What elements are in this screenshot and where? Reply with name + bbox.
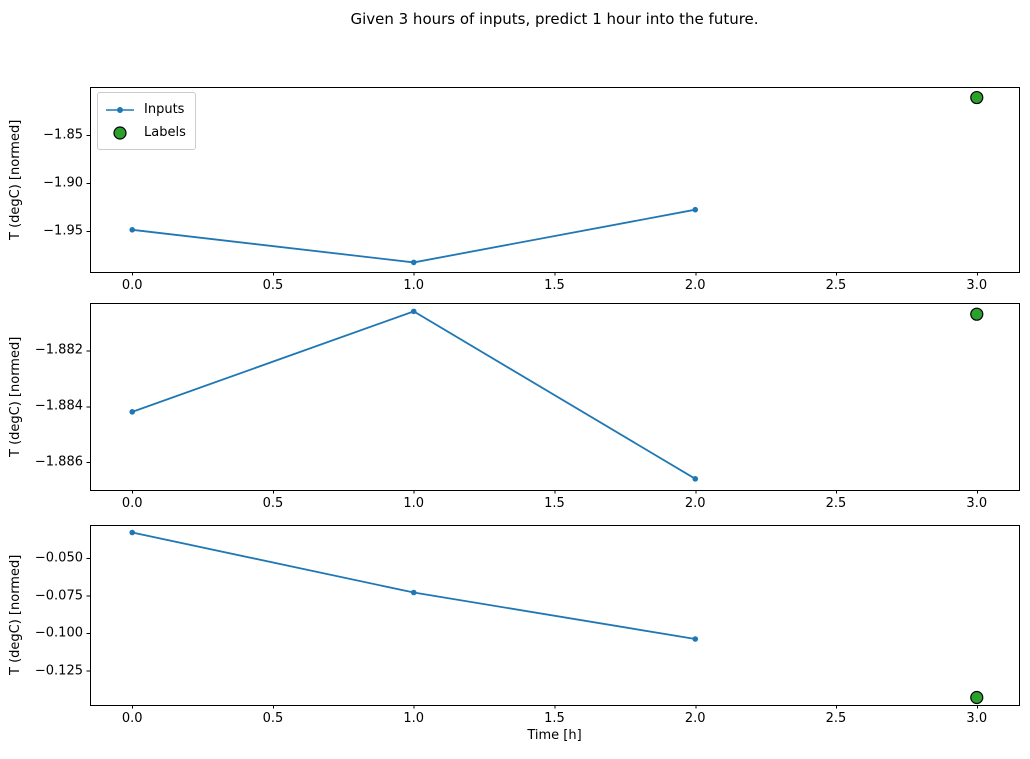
legend-entry-labels: Labels bbox=[105, 121, 186, 144]
x-tick-label: 2.5 bbox=[825, 496, 847, 511]
x-tick-label: 0.0 bbox=[121, 711, 143, 726]
x-tick-label: 2.5 bbox=[825, 711, 847, 726]
x-tick-label: 1.0 bbox=[403, 711, 425, 726]
x-tick-label: 1.5 bbox=[544, 496, 565, 511]
x-tick-label: 2.0 bbox=[684, 278, 706, 293]
x-tick-label: 0.0 bbox=[121, 278, 143, 293]
inputs-point bbox=[410, 308, 417, 315]
y-tick-label: −0.050 bbox=[34, 550, 83, 566]
inputs-point bbox=[129, 409, 136, 415]
label-point-subplot-2 bbox=[970, 307, 984, 321]
inputs-point bbox=[410, 589, 417, 596]
x-tick-label: 0.5 bbox=[262, 278, 284, 293]
legend-label-labels: Labels bbox=[144, 125, 186, 140]
y-tick-label: −1.85 bbox=[43, 127, 83, 143]
y-tick-label: −1.884 bbox=[34, 398, 83, 414]
x-tick-label: 2.5 bbox=[825, 278, 847, 293]
y-tick-label: −1.882 bbox=[34, 342, 83, 358]
figure-title: Given 3 hours of inputs, predict 1 hour … bbox=[350, 10, 759, 28]
inputs-point bbox=[692, 476, 699, 482]
x-tick-label: 2.0 bbox=[684, 711, 706, 726]
inputs-line-subplot-2 bbox=[131, 310, 696, 480]
x-tick-label: 3.0 bbox=[966, 711, 988, 726]
y-axis-label-subplot-2: T (degC) [normed] bbox=[8, 336, 23, 457]
x-tick-label: 1.5 bbox=[544, 711, 565, 726]
inputs-line-subplot-3 bbox=[132, 531, 696, 640]
y-tick-label: −1.886 bbox=[34, 454, 83, 470]
x-tick-label: 0.5 bbox=[262, 496, 284, 511]
inputs-point bbox=[410, 259, 417, 266]
y-tick-label: −0.075 bbox=[34, 588, 83, 603]
inputs-point bbox=[692, 206, 699, 213]
label-point-subplot-3 bbox=[970, 690, 984, 705]
y-tick-label: −0.100 bbox=[34, 625, 83, 641]
y-axis-label-subplot-1: T (degC) [normed] bbox=[8, 119, 23, 240]
x-tick-label: 3.0 bbox=[966, 278, 988, 293]
axes-spines-subplot-1 bbox=[90, 87, 1020, 273]
y-tick-label: −1.90 bbox=[43, 175, 83, 191]
x-tick-label: 3.0 bbox=[966, 496, 988, 511]
label-point-subplot-1 bbox=[970, 90, 984, 105]
x-tick-label: 2.0 bbox=[684, 496, 706, 511]
x-tick-label: 1.5 bbox=[544, 278, 565, 293]
x-axis-label: Time [h] bbox=[527, 728, 582, 743]
y-tick-label: −1.95 bbox=[43, 223, 83, 239]
inputs-point bbox=[129, 227, 136, 233]
inputs-line-subplot-1 bbox=[132, 208, 696, 264]
labels-circle-marker-icon bbox=[105, 125, 135, 141]
inputs-point bbox=[129, 529, 136, 536]
legend: Inputs Labels bbox=[97, 92, 196, 150]
x-tick-label: 0.5 bbox=[262, 711, 284, 726]
inputs-point bbox=[692, 636, 699, 642]
y-tick-label: −0.125 bbox=[34, 663, 83, 678]
y-axis-label-subplot-3: T (degC) [normed] bbox=[8, 554, 23, 676]
x-tick-label: 0.0 bbox=[121, 496, 143, 511]
x-tick-label: 1.0 bbox=[403, 278, 425, 293]
axes-spines-subplot-2 bbox=[90, 303, 1020, 491]
x-tick-label: 1.0 bbox=[403, 496, 425, 511]
inputs-line-marker-icon bbox=[105, 103, 135, 117]
legend-label-inputs: Inputs bbox=[144, 102, 185, 117]
axes-spines-subplot-3 bbox=[90, 525, 1020, 706]
legend-entry-inputs: Inputs bbox=[105, 98, 186, 121]
